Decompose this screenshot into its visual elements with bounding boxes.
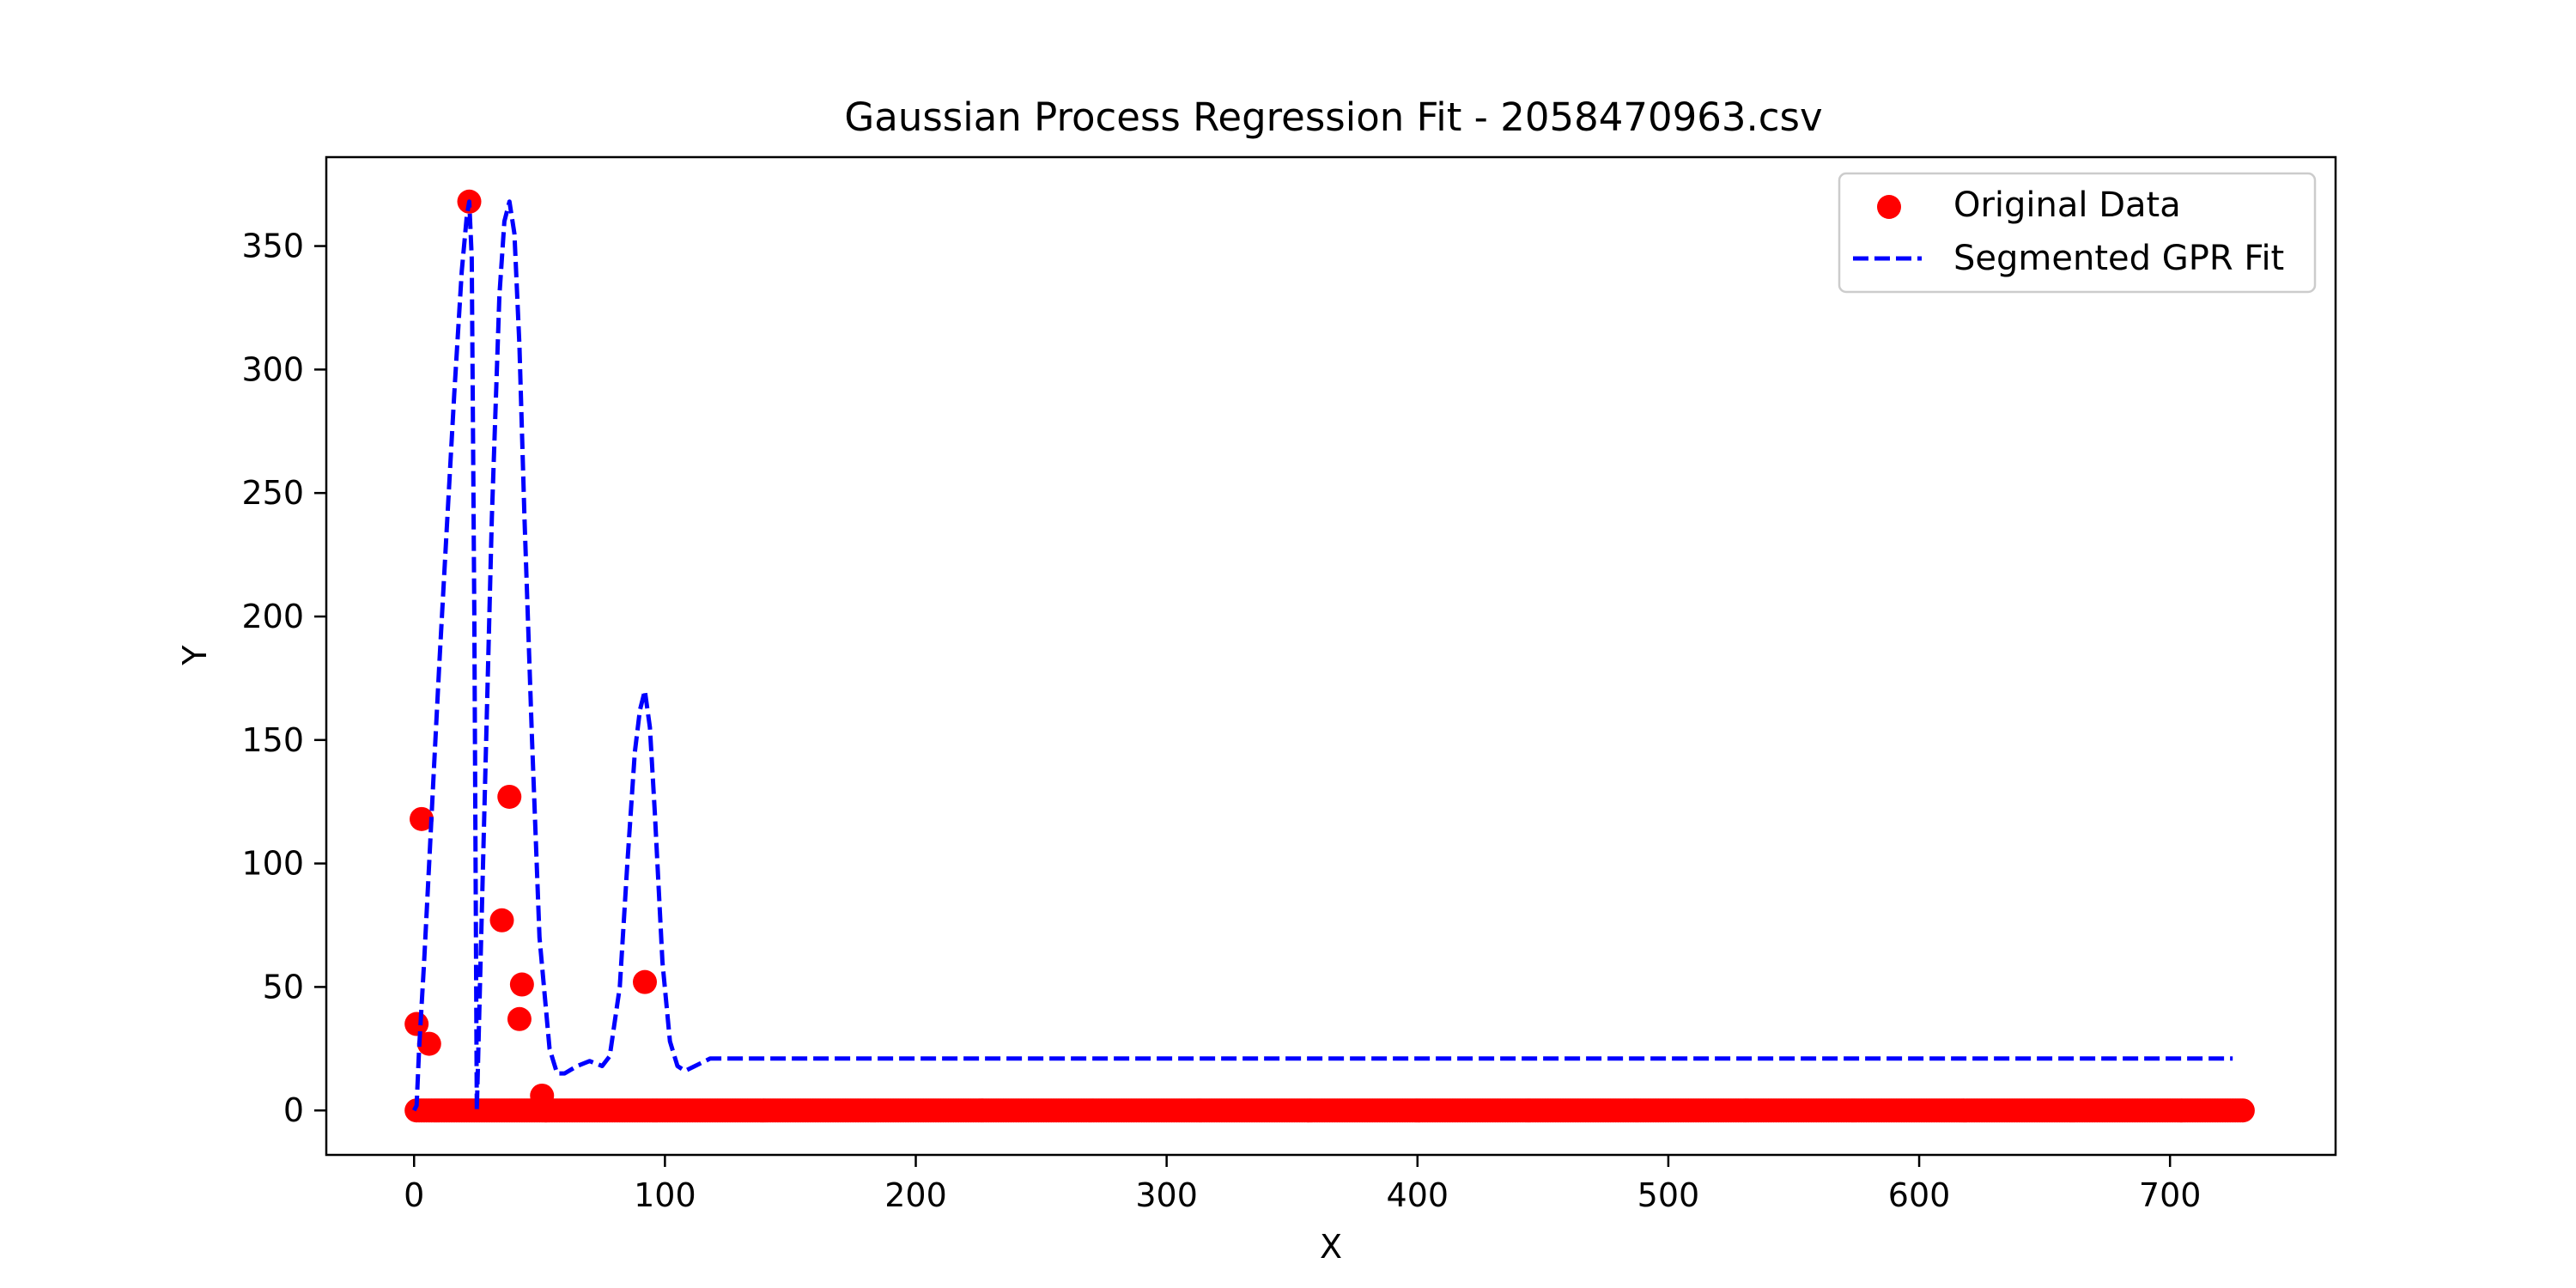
scatter-point <box>404 1012 429 1036</box>
y-tick-label: 100 <box>241 845 304 883</box>
x-tick-label: 100 <box>634 1176 696 1214</box>
legend: Original Data Segmented GPR Fit <box>1838 172 2317 294</box>
y-axis-ticks: 0 50 100 150 200 250 300 350 <box>241 228 326 1129</box>
chart-title: Gaussian Process Regression Fit - 205847… <box>844 94 1822 140</box>
legend-label-gpr-fit: Segmented GPR Fit <box>1953 239 2284 278</box>
scatter-point <box>410 806 434 831</box>
x-tick-label: 400 <box>1387 1176 1449 1214</box>
x-tick-label: 500 <box>1637 1176 1700 1214</box>
scatter-point <box>530 1083 555 1108</box>
y-tick-label: 200 <box>241 598 304 635</box>
x-tick-label: 700 <box>2139 1176 2202 1214</box>
y-tick-label: 250 <box>241 474 304 512</box>
y-tick-label: 300 <box>241 350 304 388</box>
y-tick-label: 0 <box>283 1091 304 1129</box>
y-tick-label: 50 <box>263 968 304 1005</box>
scatter-point <box>2230 1098 2255 1123</box>
scatter-point <box>509 972 534 997</box>
scatter-point <box>416 1031 441 1056</box>
legend-label-original-data: Original Data <box>1953 185 2181 225</box>
scatter-point <box>507 1006 532 1031</box>
x-tick-label: 300 <box>1135 1176 1198 1214</box>
x-tick-label: 200 <box>884 1176 947 1214</box>
scatter-point <box>633 969 658 994</box>
y-tick-label: 350 <box>241 228 304 265</box>
legend-marker-original-data <box>1877 195 1901 219</box>
legend-box <box>1838 172 2317 294</box>
y-axis-label: Y <box>176 645 214 666</box>
scatter-series <box>404 189 2255 1123</box>
gpr-fit-series <box>411 199 2233 1113</box>
scatter-point <box>497 784 522 809</box>
plot-frame <box>325 155 2337 1157</box>
x-axis-label: X <box>1320 1228 1342 1266</box>
x-tick-label: 0 <box>404 1176 424 1214</box>
gpr-fit-line <box>411 199 2233 1113</box>
scatter-point <box>489 908 514 933</box>
x-axis-ticks: 0 100 200 300 400 500 600 700 <box>404 1155 2201 1214</box>
y-tick-label: 150 <box>241 721 304 759</box>
x-tick-label: 600 <box>1888 1176 1951 1214</box>
